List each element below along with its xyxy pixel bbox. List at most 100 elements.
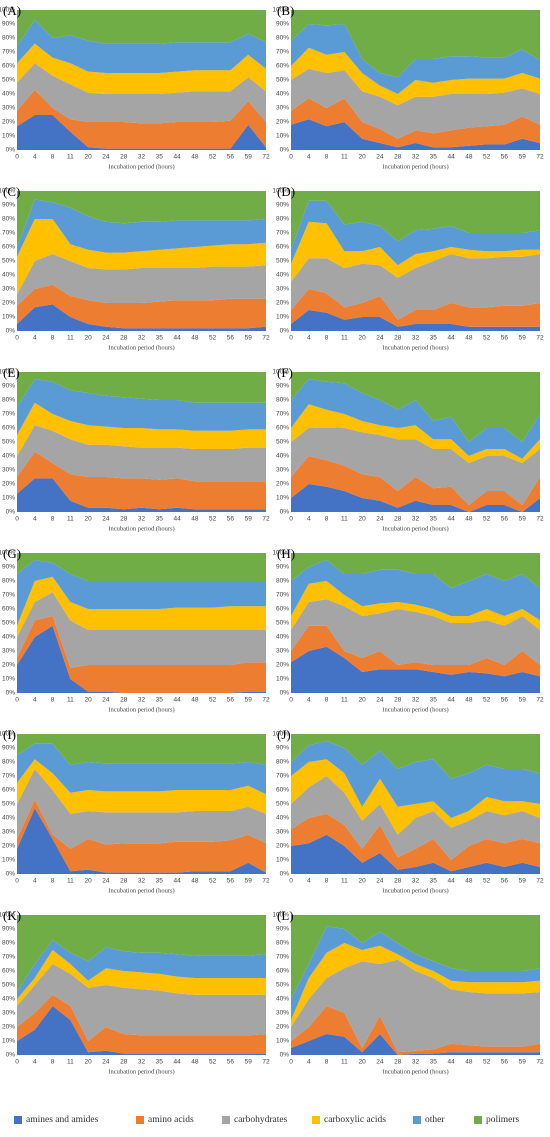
x-tick-label: 4 [33,697,37,704]
x-tick-label: 72 [536,154,544,161]
x-tick-label: 20 [85,878,93,885]
y-tick-label: 60% [2,787,15,794]
y-tick-label: 20% [2,662,15,669]
x-tick-label: 59 [245,1059,253,1066]
area [17,553,266,581]
panel-title: (F) [277,365,293,380]
area [17,219,266,295]
x-tick-label: 20 [359,697,367,704]
legend-label: carboxylic acids [324,1115,386,1125]
y-tick-label: 0% [6,147,16,154]
x-tick-label: 52 [483,878,491,885]
y-tick-label: 30% [2,648,15,655]
x-axis-label: Incubation period (hours) [382,344,448,351]
y-tick-label: 10% [276,314,289,321]
y-tick-label: 80% [2,759,15,766]
x-tick-label: 8 [51,1059,55,1066]
x-tick-label: 56 [501,1059,509,1066]
x-tick-label: 28 [394,335,402,342]
x-tick-label: 59 [519,335,527,342]
x-tick-label: 35 [156,154,164,161]
x-tick-label: 35 [156,878,164,885]
y-tick-label: 60% [276,787,289,794]
x-tick-label: 24 [102,1059,110,1066]
x-tick-label: 32 [412,154,420,161]
y-tick-label: 0% [280,328,290,335]
area [291,68,540,139]
x-tick-label: 72 [536,516,544,523]
y-tick-label: 50% [2,77,15,84]
x-tick-label: 52 [483,154,491,161]
x-tick-label: 52 [209,697,217,704]
area [17,43,266,94]
x-tick-label: 48 [191,1059,199,1066]
x-tick-label: 4 [307,154,311,161]
x-tick-label: 28 [120,878,128,885]
y-tick-label: 20% [276,300,289,307]
x-tick-label: 48 [465,516,473,523]
area [291,560,540,621]
x-tick-label: 44 [173,878,181,885]
x-tick-label: 28 [394,154,402,161]
area [17,402,266,456]
x-tick-label: 11 [67,1059,74,1066]
y-tick-label: 40% [2,272,15,279]
y-tick-label: 90% [2,745,15,752]
y-tick-label: 60% [2,244,15,251]
y-tick-label: 20% [276,843,289,850]
panel-title: (B) [277,3,294,18]
y-tick-label: 50% [276,620,289,627]
panel-title: (K) [3,908,21,923]
x-tick-label: 48 [191,516,199,523]
x-tick-label: 20 [359,878,367,885]
x-tick-label: 0 [289,516,293,523]
x-tick-label: 44 [447,154,455,161]
y-tick-label: 20% [2,481,15,488]
x-tick-label: 28 [394,516,402,523]
area [17,616,266,693]
x-tick-label: 4 [33,335,37,342]
x-tick-label: 0 [289,697,293,704]
y-tick-label: 30% [276,829,289,836]
y-tick-label: 100% [272,731,289,738]
x-tick-label: 35 [430,516,438,523]
y-tick-label: 60% [2,425,15,432]
x-tick-label: 44 [173,335,181,342]
y-tick-label: 0% [6,871,16,878]
area [291,221,540,282]
x-tick-label: 11 [67,154,74,161]
x-tick-label: 32 [412,335,420,342]
y-tick-label: 70% [2,411,15,418]
y-tick-label: 20% [2,300,15,307]
x-tick-label: 20 [85,697,93,704]
area [17,379,266,435]
x-tick-label: 35 [156,516,164,523]
legend-label: polimers [486,1115,520,1125]
x-tick-label: 35 [430,1059,438,1066]
x-tick-label: 52 [209,335,217,342]
y-tick-label: 90% [276,564,289,571]
area [291,289,540,327]
y-tick-label: 40% [276,453,289,460]
x-tick-label: 8 [325,154,329,161]
y-tick-label: 60% [2,606,15,613]
y-tick-label: 70% [2,592,15,599]
x-tick-label: 4 [307,878,311,885]
y-tick-label: 70% [2,230,15,237]
x-tick-label: 56 [227,154,235,161]
x-tick-label: 20 [85,1059,93,1066]
y-tick-label: 10% [276,133,289,140]
y-tick-label: 90% [276,21,289,28]
y-tick-label: 0% [6,690,16,697]
y-tick-label: 70% [276,773,289,780]
y-tick-label: 10% [2,676,15,683]
legend-label: amines and amides [26,1115,99,1125]
y-tick-label: 40% [2,91,15,98]
y-tick-label: 100% [272,7,289,14]
x-tick-label: 56 [227,335,235,342]
y-tick-label: 70% [2,49,15,56]
x-tick-label: 48 [191,154,199,161]
y-tick-label: 40% [2,453,15,460]
area [291,834,540,874]
y-tick-label: 10% [276,495,289,502]
